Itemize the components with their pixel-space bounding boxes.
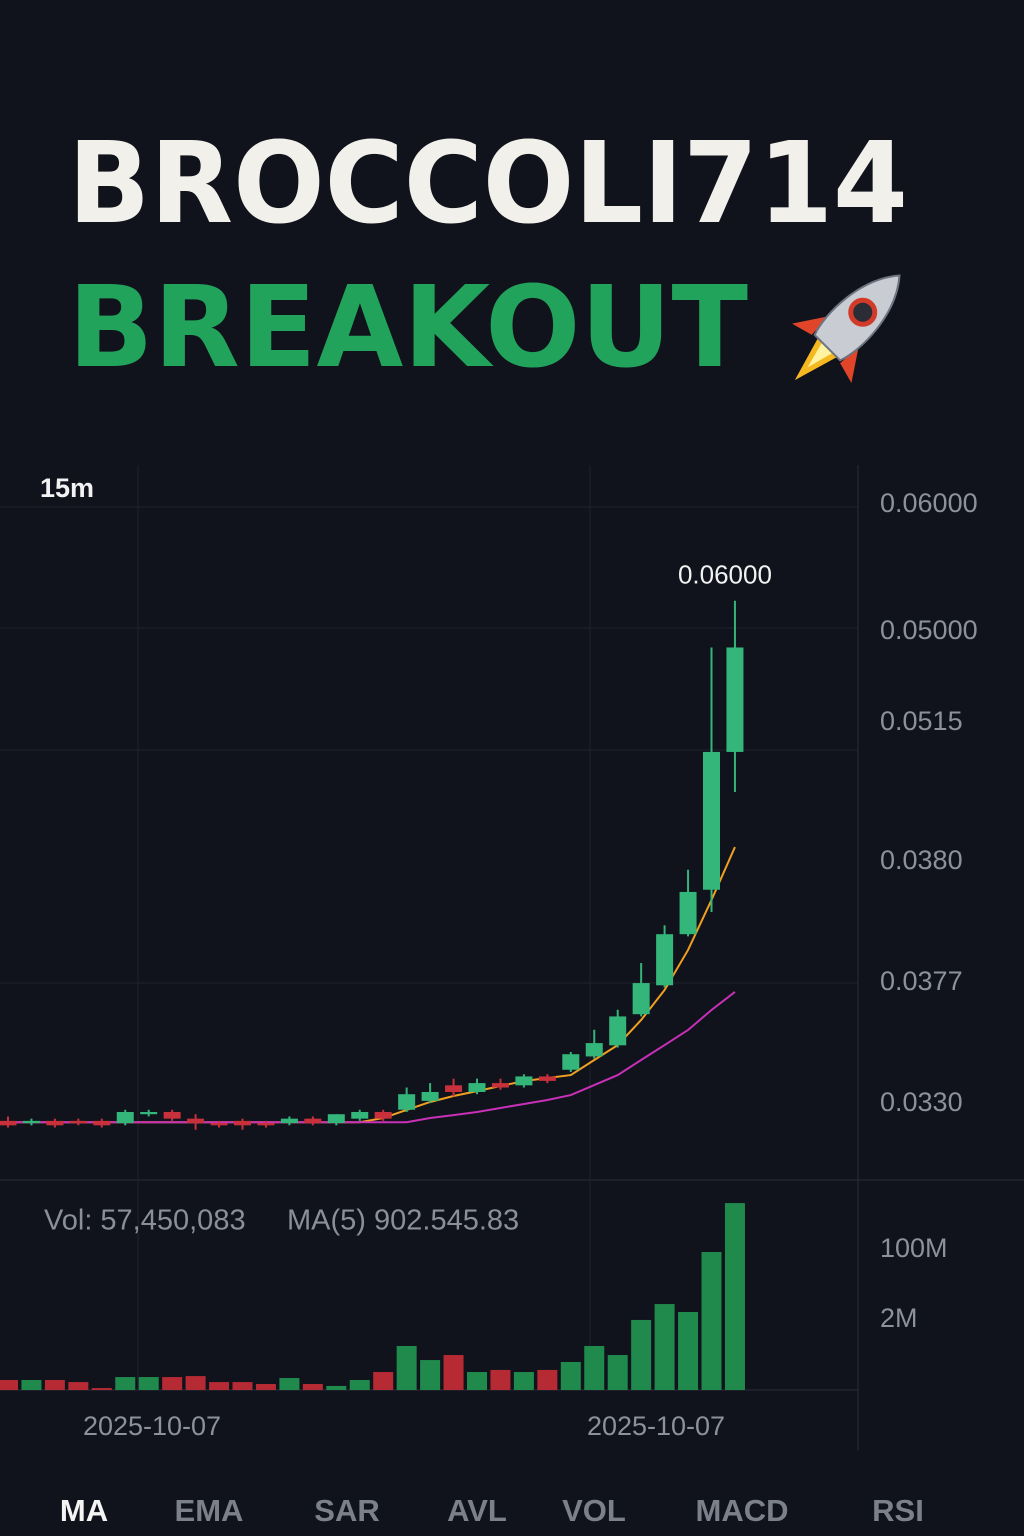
- indicator-tabs: MA EMA SAR AVL VOL MACD RSI: [60, 1493, 924, 1528]
- volume-bar: [443, 1355, 464, 1390]
- volume-bar: [701, 1251, 722, 1390]
- volume-ma-info: MA(5) 902.545.83: [287, 1205, 519, 1237]
- candle-body: [421, 1091, 439, 1101]
- candle-body: [69, 1120, 87, 1124]
- volume-bar: [21, 1379, 42, 1390]
- volume-bar: [0, 1379, 18, 1390]
- volume-bar: [607, 1355, 628, 1390]
- candle-body: [538, 1076, 556, 1081]
- volume-bar: [279, 1378, 300, 1390]
- candle-body: [210, 1123, 228, 1126]
- candle-body: [93, 1120, 111, 1126]
- indicator-tab[interactable]: MACD: [696, 1493, 789, 1528]
- price-label: 0.0330: [880, 1087, 963, 1117]
- candle-body: [22, 1120, 40, 1124]
- volume-bar: [326, 1385, 347, 1390]
- candle-body: [656, 934, 674, 986]
- volume-bar: [724, 1203, 745, 1390]
- candle-body: [609, 1016, 627, 1046]
- grid: [0, 465, 1024, 1450]
- candle-body: [491, 1083, 509, 1088]
- volume-bar: [513, 1372, 534, 1390]
- candle-body: [679, 891, 697, 935]
- volume-bar: [138, 1377, 159, 1390]
- candle-body: [116, 1111, 134, 1124]
- indicator-tab[interactable]: MA: [60, 1493, 108, 1528]
- volume-bar: [91, 1388, 112, 1390]
- volume-bar: [373, 1372, 394, 1390]
- candle-body: [304, 1118, 322, 1124]
- candle-body: [327, 1114, 345, 1124]
- price-label: 0.05000: [880, 615, 978, 645]
- candle-body: [234, 1120, 251, 1126]
- candle-body: [280, 1118, 298, 1124]
- price-label: 0.06000: [880, 488, 978, 518]
- volume-bar: [232, 1382, 253, 1390]
- moving-average-line: [8, 991, 736, 1124]
- candle-body: [351, 1111, 369, 1119]
- candle-body: [468, 1083, 486, 1092]
- timeframe[interactable]: 15m: [40, 473, 94, 503]
- volume-bar: [209, 1382, 230, 1390]
- candle-body: [187, 1118, 205, 1124]
- moving-average-line: [8, 846, 736, 1124]
- date-label: 2025-10-07: [587, 1411, 725, 1441]
- subtitle: BREAKOUT: [68, 263, 748, 393]
- rocket-icon: [792, 274, 901, 383]
- candle-body: [163, 1111, 181, 1119]
- indicator-tab[interactable]: SAR: [314, 1493, 379, 1528]
- price-label: 0.0380: [880, 845, 963, 875]
- indicator-tab[interactable]: RSI: [872, 1493, 924, 1528]
- volume-bar: [44, 1379, 65, 1390]
- volume-bar: [396, 1345, 417, 1390]
- candle-body: [515, 1076, 533, 1086]
- volume-bar: [537, 1369, 558, 1390]
- volume-bar: [584, 1345, 605, 1390]
- date-label: 2025-10-07: [83, 1411, 221, 1441]
- volume-bar: [654, 1304, 675, 1390]
- candle-body: [0, 1120, 17, 1126]
- candle-body: [46, 1120, 64, 1126]
- indicator-tab[interactable]: EMA: [175, 1493, 244, 1528]
- candle-body: [726, 647, 744, 752]
- candle-body: [585, 1043, 603, 1057]
- title: BROCCOLI714: [68, 119, 908, 249]
- candle-body: [562, 1054, 580, 1070]
- volume-bar: [255, 1384, 276, 1390]
- candle-body: [398, 1094, 416, 1110]
- candle-body: [257, 1123, 275, 1126]
- peak-annotation: 0.06000: [678, 560, 772, 590]
- volume-bar: [162, 1377, 183, 1390]
- candle-body: [632, 983, 650, 1015]
- volume-bar: [678, 1312, 699, 1390]
- price-label: 0.0515: [880, 706, 963, 736]
- price-label: 0.0377: [880, 966, 963, 996]
- volume-bar: [185, 1376, 206, 1390]
- candle-body: [140, 1111, 158, 1115]
- volume-bar: [302, 1384, 323, 1390]
- price-plot: 0.06000: [0, 560, 772, 1390]
- volume-bar: [349, 1379, 370, 1390]
- volume-bar: [68, 1382, 89, 1390]
- volume-bar: [490, 1369, 511, 1390]
- volume-bar: [115, 1377, 136, 1390]
- indicator-tab[interactable]: VOL: [562, 1493, 626, 1528]
- indicator-tab[interactable]: AVL: [447, 1493, 507, 1528]
- volume-info: Vol: 57,450,083: [44, 1205, 246, 1237]
- candle-body: [703, 751, 720, 890]
- volume-bar: [560, 1362, 581, 1390]
- volume-bar: [467, 1372, 487, 1390]
- volume-bar: [420, 1360, 441, 1390]
- volume-label: 2M: [880, 1303, 918, 1333]
- volume-bar: [631, 1319, 652, 1390]
- candle-body: [374, 1111, 392, 1119]
- candle-body: [445, 1085, 463, 1092]
- volume-label: 100M: [880, 1233, 948, 1263]
